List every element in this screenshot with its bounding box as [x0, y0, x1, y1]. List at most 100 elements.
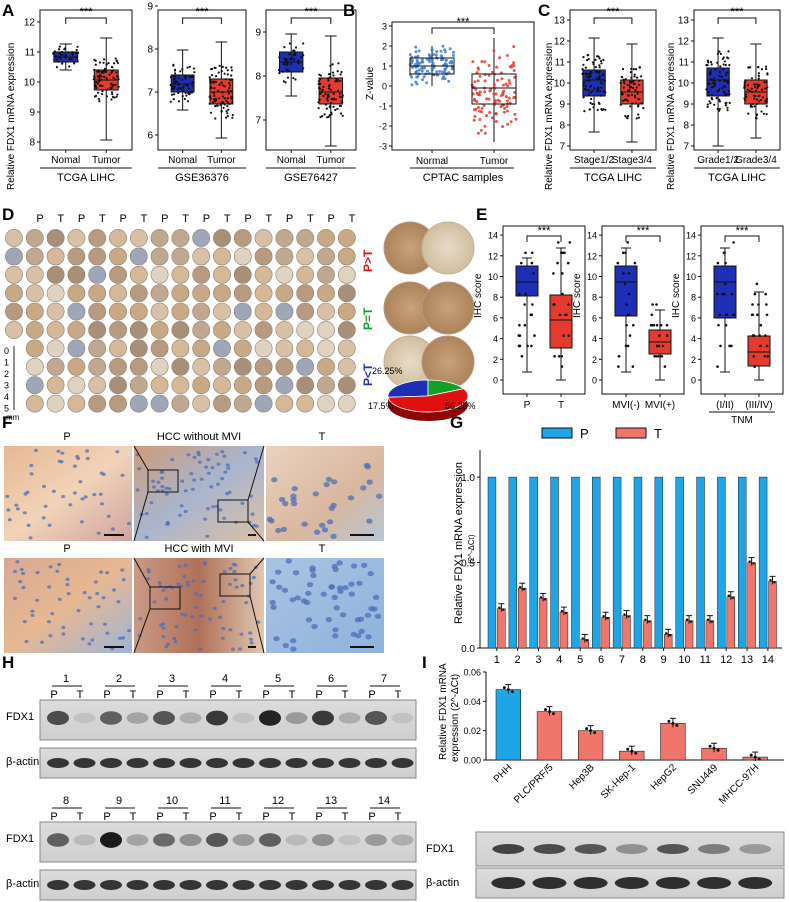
- tma-core: [213, 284, 231, 303]
- cell-nucleus: [164, 486, 169, 490]
- data-point: [114, 78, 117, 81]
- tma-core: [275, 321, 294, 339]
- data-point: [482, 104, 486, 107]
- data-point: [58, 45, 61, 48]
- column-header-t: T: [307, 213, 314, 225]
- data-point: [665, 334, 669, 337]
- data-point: [414, 45, 418, 49]
- cell-nucleus: [95, 591, 100, 596]
- bar-p-11: [696, 476, 705, 649]
- tma-core: [67, 339, 86, 358]
- tma-core: [88, 339, 107, 358]
- tma-core: [233, 302, 252, 321]
- data-point: [748, 89, 751, 92]
- data-point: [75, 51, 78, 54]
- data-point: [425, 81, 429, 85]
- data-point: [174, 68, 177, 71]
- data-point: [601, 108, 604, 112]
- x-tick-label: PHH: [492, 762, 515, 785]
- data-point: [208, 102, 211, 105]
- data-point: [77, 51, 80, 55]
- data-point: [589, 729, 593, 733]
- data-point: [633, 75, 636, 78]
- data-point: [327, 77, 330, 80]
- significance-stars: ***: [736, 225, 750, 237]
- y-tick-label: 0.02: [463, 726, 481, 736]
- data-point: [181, 78, 184, 81]
- tma-core: [171, 339, 190, 358]
- cell-nucleus: [66, 592, 71, 596]
- f-scale-bars: [104, 534, 374, 648]
- data-point: [327, 79, 330, 82]
- data-point: [619, 81, 622, 85]
- tma-core: [254, 229, 273, 247]
- cell-nucleus: [15, 560, 20, 564]
- data-point: [728, 64, 731, 67]
- data-point: [743, 97, 746, 100]
- data-point: [628, 334, 632, 337]
- scale-tick-label: 3: [4, 381, 9, 391]
- e-ylabel: IHC score: [473, 273, 484, 318]
- data-point: [654, 355, 658, 358]
- data-point: [430, 68, 434, 72]
- data-point: [59, 53, 62, 56]
- significance-stars: ***: [80, 6, 94, 18]
- data-point: [636, 90, 639, 94]
- plot-frame: [601, 225, 685, 395]
- data-point: [518, 323, 521, 327]
- data-point: [439, 49, 443, 53]
- cell-nucleus: [167, 487, 172, 491]
- cell-nucleus: [93, 580, 98, 584]
- data-point: [188, 65, 191, 68]
- cell-nucleus: [191, 579, 196, 583]
- cell-nucleus: [120, 473, 125, 477]
- y-tick-label: -1: [379, 102, 387, 112]
- data-point: [561, 292, 564, 296]
- panel-c: Relative FDX1 mRNA expression Relative F…: [544, 6, 781, 190]
- data-point: [757, 757, 761, 761]
- tma-core-grid: [5, 229, 356, 413]
- data-point: [744, 79, 747, 82]
- tma-core: [337, 357, 356, 376]
- data-point: [64, 53, 67, 56]
- data-point: [432, 65, 436, 69]
- y-tick-label: 14: [686, 231, 696, 241]
- lane-label-p: P: [103, 689, 110, 701]
- tma-core: [192, 247, 211, 266]
- column-header-p: P: [244, 213, 251, 225]
- data-point: [581, 68, 584, 71]
- data-point: [184, 75, 187, 78]
- group-label: MVI(+): [645, 400, 675, 411]
- cell-nucleus: [269, 579, 276, 585]
- row-label-actin: β-actin: [426, 877, 459, 889]
- data-point: [759, 323, 763, 327]
- data-point: [754, 89, 757, 92]
- data-point: [599, 90, 602, 93]
- actin-band: [365, 880, 387, 890]
- data-point: [732, 313, 736, 317]
- data-point: [595, 77, 598, 80]
- data-point: [716, 261, 720, 265]
- e-ylabel: IHC score: [671, 273, 682, 318]
- cell-nucleus: [248, 581, 253, 585]
- x-tick-label: PLC/PRF/5: [512, 762, 556, 806]
- cell-nucleus: [19, 567, 24, 572]
- data-point: [557, 241, 560, 244]
- actin-band: [47, 758, 69, 768]
- data-point: [754, 94, 757, 98]
- tma-core: [5, 229, 23, 247]
- fdx1-band: [179, 833, 202, 847]
- data-point: [617, 355, 621, 358]
- data-point: [561, 251, 565, 255]
- data-point: [98, 61, 101, 64]
- data-point: [635, 86, 638, 89]
- data-point: [113, 62, 116, 65]
- y-tick-label: 10: [488, 272, 498, 282]
- data-point: [513, 112, 517, 116]
- data-point: [707, 61, 710, 64]
- cell-nucleus: [202, 562, 207, 566]
- data-point: [478, 118, 482, 121]
- panel-letter-i: I: [422, 653, 427, 672]
